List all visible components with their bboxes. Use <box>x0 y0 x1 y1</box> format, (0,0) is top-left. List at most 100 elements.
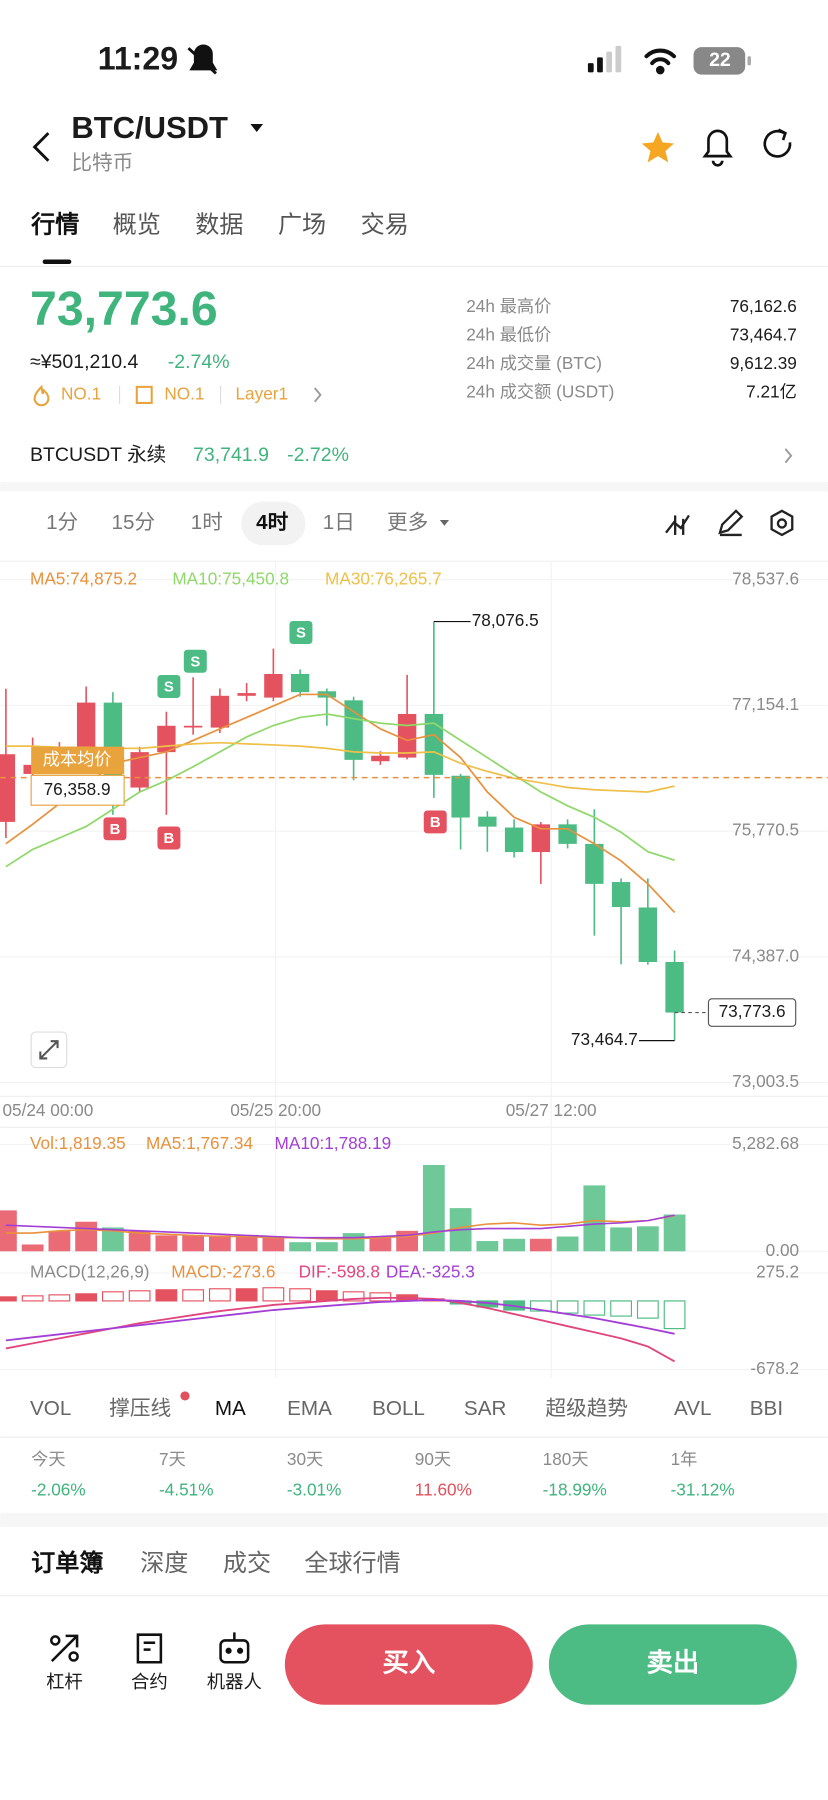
macd-bar <box>315 1290 338 1302</box>
book-icon <box>135 385 153 404</box>
book-tab[interactable]: 深度 <box>140 1550 188 1577</box>
volume-bar <box>636 1226 659 1252</box>
contract-icon[interactable] <box>136 1633 163 1664</box>
battery-level: 22 <box>709 49 731 71</box>
book-tab[interactable]: 全球行情 <box>304 1550 400 1577</box>
interval[interactable]: 更多 <box>387 511 428 534</box>
candle-body <box>130 752 149 788</box>
y-tick-label: 0.00 <box>766 1240 799 1260</box>
indicator-tab[interactable]: 超级趋势 <box>545 1397 628 1420</box>
period-label: 今天 <box>31 1449 65 1469</box>
interval[interactable]: 1时 <box>191 511 223 534</box>
tab[interactable]: 概览 <box>113 212 161 239</box>
period-label: 7天 <box>159 1449 186 1469</box>
book-tab[interactable]: 成交 <box>223 1550 271 1577</box>
tab[interactable]: 广场 <box>278 212 326 239</box>
indicator-tab[interactable]: VOL <box>30 1397 71 1420</box>
volume-bar <box>155 1235 178 1252</box>
indicator-tab[interactable]: BBI <box>750 1397 783 1420</box>
tool-label[interactable]: 机器人 <box>207 1671 262 1692</box>
chevron[interactable] <box>784 448 793 464</box>
tab[interactable]: 行情 <box>30 211 79 239</box>
y-tick-label: 275.2 <box>756 1262 799 1282</box>
more-dropdown[interactable] <box>439 520 450 526</box>
candle-body <box>397 713 417 758</box>
candle-body <box>478 816 497 827</box>
interval[interactable]: 4时 <box>256 511 288 534</box>
indicator-line <box>5 1298 675 1342</box>
indicator-tab[interactable]: MA <box>215 1397 246 1420</box>
tool-label[interactable]: 合约 <box>131 1671 168 1692</box>
cny-price: ≈¥501,210.4 <box>30 351 138 373</box>
legend-item: DEA:-325.3 <box>386 1262 475 1282</box>
legend-item: MA10:75,450.8 <box>172 568 289 588</box>
macd-title: MACD(12,26,9) <box>30 1262 150 1282</box>
legend-item: Vol:1,819.35 <box>30 1133 126 1153</box>
back-button[interactable] <box>32 132 50 162</box>
indicator-tab[interactable]: BOLL <box>372 1397 425 1420</box>
tab[interactable]: 交易 <box>361 212 409 239</box>
book-tab[interactable]: 订单簿 <box>31 1549 103 1577</box>
stat-label: 24h 最低价 <box>466 325 551 345</box>
perp-label[interactable]: BTCUSDT 永续 <box>30 444 166 466</box>
macd-bar <box>583 1300 606 1316</box>
y-tick-label: 74,387.0 <box>732 945 799 965</box>
indicator-tab[interactable]: SAR <box>464 1397 506 1420</box>
buy-label[interactable]: 买入 <box>382 1648 435 1678</box>
indicator-tool[interactable] <box>665 514 690 535</box>
pair-title[interactable]: BTC/USDT <box>71 110 228 145</box>
volume-bar <box>529 1238 552 1252</box>
alert-bell[interactable] <box>702 129 733 167</box>
candle-body <box>504 827 524 853</box>
buy-button[interactable] <box>284 1624 533 1705</box>
macd-bar <box>262 1287 285 1302</box>
favorite-star[interactable] <box>641 132 675 163</box>
period-label: 180天 <box>543 1449 589 1469</box>
refresh-button[interactable] <box>763 128 792 158</box>
indicator-tab[interactable]: EMA <box>287 1397 332 1420</box>
volume-bar <box>422 1164 445 1252</box>
pair-dropdown[interactable] <box>250 123 264 133</box>
rank-tag[interactable]: NO.1 <box>164 383 204 403</box>
indicator-line <box>5 713 675 868</box>
candle-body <box>638 907 658 963</box>
macd-bar <box>101 1291 124 1302</box>
expand-button[interactable] <box>30 1031 68 1069</box>
bot-icon[interactable] <box>219 1632 250 1664</box>
indicator-tab[interactable]: AVL <box>674 1397 712 1420</box>
tab[interactable]: 数据 <box>195 212 243 239</box>
macd-bar <box>182 1289 205 1302</box>
rank-tag[interactable]: NO.1 <box>61 383 101 403</box>
last-price-label: 73,773.6 <box>719 1001 786 1021</box>
interval[interactable]: 15分 <box>112 511 156 534</box>
tool-label[interactable]: 杠杆 <box>46 1671 83 1692</box>
period-label: 1年 <box>671 1449 698 1469</box>
sell-button[interactable] <box>548 1624 797 1705</box>
volume-bar <box>342 1233 365 1252</box>
volume-bar <box>289 1242 312 1252</box>
interval[interactable]: 1分 <box>46 511 78 534</box>
period-change: 11.60% <box>415 1480 472 1500</box>
stat-value: 7.21亿 <box>746 381 797 401</box>
period-change: -18.99% <box>543 1480 607 1500</box>
volume-bar <box>262 1237 285 1252</box>
sell-label[interactable]: 卖出 <box>646 1648 699 1678</box>
legend-item: MA30:76,265.7 <box>325 568 442 588</box>
x-tick-label: 05/27 12:00 <box>506 1100 597 1120</box>
x-tick-label: 05/24 00:00 <box>2 1100 93 1120</box>
leverage-icon[interactable] <box>49 1634 79 1662</box>
settings-tool[interactable] <box>770 509 794 537</box>
draw-tool[interactable] <box>718 509 744 537</box>
volume-bar <box>75 1221 98 1252</box>
stat-label: 24h 成交额 (USDT) <box>466 381 614 401</box>
clock: 11:29 <box>98 40 178 76</box>
indicator-tab[interactable]: 撑压线 <box>109 1397 171 1420</box>
interval[interactable]: 1日 <box>323 511 355 534</box>
sector-tag[interactable]: Layer1 <box>235 383 288 403</box>
pair-subtitle: 比特币 <box>71 152 133 175</box>
volume-bar <box>556 1236 579 1252</box>
stat-value: 76,162.6 <box>730 296 797 316</box>
y-tick-label: 73,003.5 <box>732 1071 799 1091</box>
